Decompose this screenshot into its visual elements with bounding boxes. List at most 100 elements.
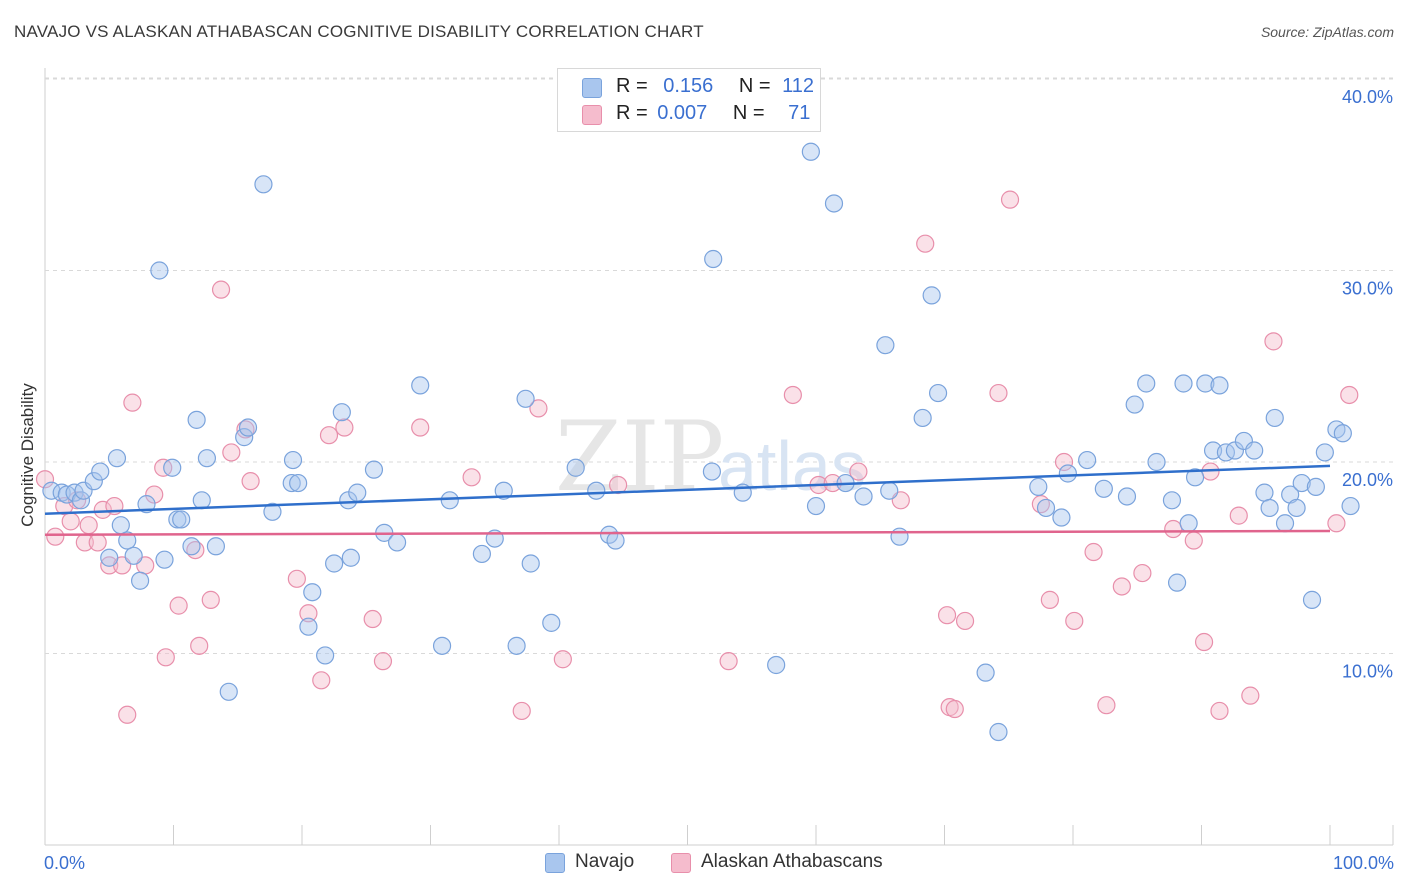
navajo-point (187, 410, 206, 429)
athabascan-point (529, 399, 548, 418)
athabascan-point (373, 652, 393, 671)
athabascan-point (783, 385, 802, 405)
legend-navajo-text: R = 0.156 N = 112 (616, 75, 814, 98)
navajo-point (172, 510, 191, 529)
legend-r-label: R = (616, 102, 648, 124)
athabascan-point (35, 470, 55, 489)
navajo-point (1196, 374, 1215, 393)
athabascan-trend-line (44, 529, 1331, 537)
navajo-point (976, 663, 995, 682)
navajo-point (282, 473, 301, 493)
athabascan-point (1184, 531, 1203, 550)
navajo-point (922, 286, 941, 305)
navajo-point (1275, 514, 1295, 533)
legend-athabascan-text: R = 0.007 N = 71 (616, 102, 810, 125)
athabascan-point (411, 418, 430, 437)
athabascan-point (1097, 696, 1116, 715)
navajo-point (100, 548, 119, 567)
y-tick-label: 30.0% (1342, 279, 1393, 299)
navajo-point (1245, 441, 1264, 460)
trend-layer (44, 464, 1331, 537)
navajo-point (704, 249, 723, 269)
athabascan-point (190, 636, 209, 655)
athabascan-point (849, 462, 868, 481)
athabascan-point (937, 606, 957, 625)
athabascan-point (1241, 686, 1260, 705)
navajo-point (289, 473, 308, 493)
navajo-point (472, 544, 491, 564)
navajo-point (1094, 479, 1113, 498)
athabascan-point (1084, 542, 1103, 562)
navajo-point (254, 175, 273, 194)
navajo-point (1078, 450, 1097, 470)
navajo-point (299, 617, 318, 636)
athabascan-swatch (582, 105, 602, 125)
athabascan-point (211, 280, 231, 299)
athabascan-point (156, 648, 175, 667)
watermark-atlas: atlas (718, 427, 866, 505)
athabascan-point (123, 393, 142, 412)
navajo-point (432, 636, 452, 655)
navajo-point (155, 550, 174, 569)
navajo-point (235, 428, 254, 447)
navajo-point (168, 510, 187, 529)
athabascan-point (319, 426, 339, 445)
athabascan-point (169, 596, 188, 615)
stats-legend: R = 0.156 N = 112 R = 0.007 N = 71 (557, 68, 821, 132)
navajo-point (880, 481, 899, 500)
navajo-point (767, 655, 786, 675)
navajo-point (348, 483, 367, 502)
navajo-point (1137, 374, 1156, 393)
navajo-point (1052, 508, 1071, 527)
navajo-point (111, 516, 130, 535)
navajo-point (913, 408, 932, 428)
navajo-point (1255, 483, 1274, 502)
navajo-point (876, 336, 895, 355)
athabascan-point (1040, 590, 1059, 609)
navajo-point (801, 142, 820, 161)
navajo-point (341, 548, 360, 567)
athabascan-point (79, 516, 98, 535)
navajo-point (1260, 498, 1279, 518)
navajo-point (238, 418, 258, 437)
athabascan-point (1340, 385, 1359, 405)
navajo-point (1292, 473, 1311, 493)
navajo-point (197, 449, 217, 468)
athabascan-point (945, 699, 964, 719)
y-tick-label: 10.0% (1342, 662, 1393, 682)
navajo-point (521, 554, 540, 573)
athabascan-legend-swatch (671, 853, 691, 873)
legend-navajo-n: 112 (782, 75, 815, 97)
navajo-point (494, 481, 513, 500)
y-axis-label: Cognitive Disability (18, 383, 37, 527)
athabascan-point (1194, 632, 1214, 652)
athabascan-point (236, 420, 255, 439)
navajo-point (411, 376, 430, 395)
legend-n-label: N = (738, 75, 771, 97)
navajo-point (1216, 443, 1236, 462)
navajo-point (1179, 514, 1198, 533)
athabascan-point (462, 468, 481, 487)
navajo-point (1036, 498, 1056, 518)
athabascan-point (100, 556, 119, 575)
athabascan-point (118, 705, 137, 724)
athabascan-point (1133, 563, 1152, 583)
navajo-point (1265, 408, 1284, 428)
athabascan-point (222, 443, 241, 462)
navajo-point (824, 194, 844, 213)
navajo-point (182, 537, 201, 556)
navajo-point (130, 571, 150, 590)
navajo-point (137, 495, 156, 514)
navajo-point (854, 487, 873, 506)
legend-navajo-r: 0.156 (663, 75, 714, 97)
athabascan-point (1065, 611, 1084, 631)
navajo-point (325, 554, 344, 573)
navajo-point (928, 383, 948, 403)
athabascan-point (335, 418, 354, 437)
y-tick-label: 20.0% (1342, 470, 1393, 490)
navajo-point (150, 261, 169, 280)
athabascan-point (512, 701, 531, 721)
navajo-point (1185, 468, 1205, 487)
athabascan-point (955, 611, 975, 631)
athabascan-point (719, 652, 738, 671)
